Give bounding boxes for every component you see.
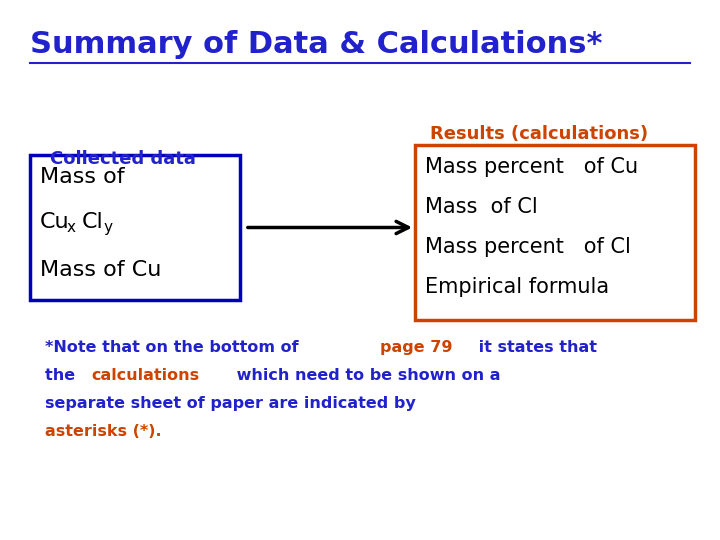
Text: page 79: page 79 — [379, 340, 452, 355]
Text: Mass  of Cl: Mass of Cl — [425, 197, 538, 217]
Text: calculations: calculations — [91, 368, 199, 383]
Text: x: x — [67, 220, 76, 235]
Text: it states that: it states that — [473, 340, 597, 355]
Text: Cl: Cl — [82, 212, 104, 232]
Text: Mass of: Mass of — [40, 167, 125, 187]
Text: Results (calculations): Results (calculations) — [430, 125, 648, 143]
Text: which need to be shown on a: which need to be shown on a — [230, 368, 500, 383]
Text: y: y — [103, 220, 112, 235]
Text: Mass percent   of Cu: Mass percent of Cu — [425, 157, 638, 177]
Text: asterisks (*).: asterisks (*). — [45, 424, 161, 439]
Text: the: the — [45, 368, 81, 383]
Text: separate sheet of paper are indicated by: separate sheet of paper are indicated by — [45, 396, 415, 411]
Text: Mass percent   of Cl: Mass percent of Cl — [425, 237, 631, 257]
Text: Collected data: Collected data — [50, 150, 196, 168]
Bar — [30, 155, 240, 300]
Text: Empirical formula: Empirical formula — [425, 277, 609, 297]
Text: *Note that on the bottom of: *Note that on the bottom of — [45, 340, 305, 355]
Text: Cu: Cu — [40, 212, 70, 232]
Text: Summary of Data & Calculations*: Summary of Data & Calculations* — [30, 30, 603, 59]
Text: Mass of Cu: Mass of Cu — [40, 260, 161, 280]
Bar — [415, 145, 695, 320]
